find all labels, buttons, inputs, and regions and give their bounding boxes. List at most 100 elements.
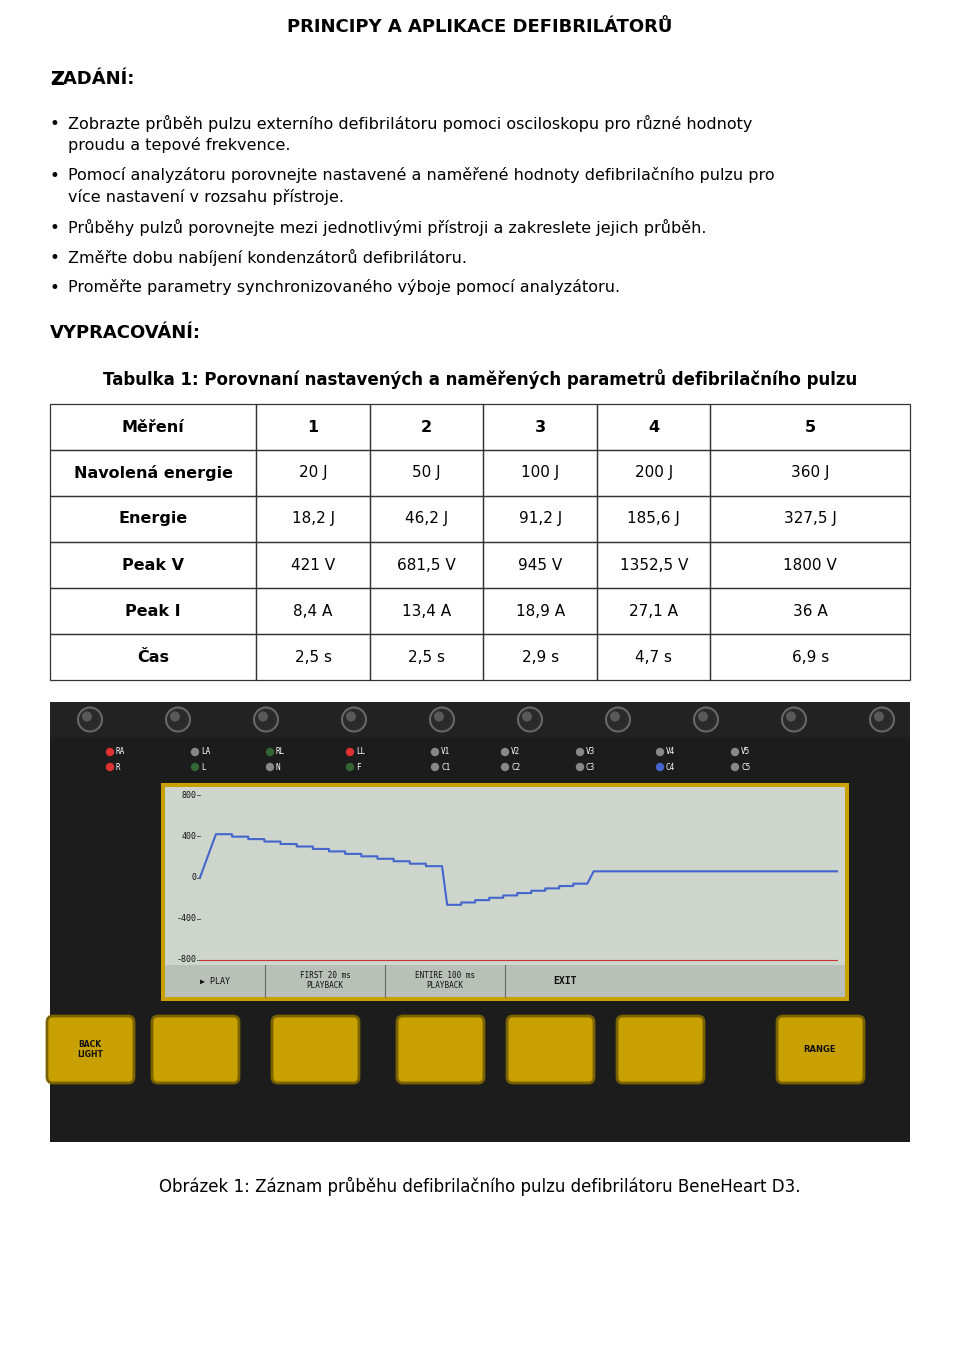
Circle shape xyxy=(786,712,796,721)
Text: VYPRACOVÁNÍ:: VYPRACOVÁNÍ: xyxy=(50,324,201,342)
Text: 2,9 s: 2,9 s xyxy=(521,650,559,665)
Text: 1800 V: 1800 V xyxy=(783,558,837,573)
Text: Proměřte parametry synchronizovaného výboje pomocí analyzátoru.: Proměřte parametry synchronizovaného výb… xyxy=(68,280,620,295)
Text: C4: C4 xyxy=(666,762,675,771)
Bar xyxy=(256,450,370,496)
Text: 100 J: 100 J xyxy=(521,466,560,481)
Text: L: L xyxy=(201,762,205,771)
FancyBboxPatch shape xyxy=(617,1016,704,1084)
Bar xyxy=(597,496,710,542)
Circle shape xyxy=(254,708,278,731)
Circle shape xyxy=(610,712,620,721)
Text: 2: 2 xyxy=(421,420,432,435)
Circle shape xyxy=(82,712,92,721)
Text: V3: V3 xyxy=(586,747,595,757)
Bar xyxy=(50,404,256,450)
Text: 185,6 J: 185,6 J xyxy=(627,512,680,527)
Bar xyxy=(50,450,256,496)
Text: FIRST 20 ms: FIRST 20 ms xyxy=(300,971,350,981)
Text: C2: C2 xyxy=(511,762,520,771)
Text: 2,5 s: 2,5 s xyxy=(295,650,331,665)
Circle shape xyxy=(782,708,806,731)
Text: 5: 5 xyxy=(804,420,816,435)
Bar xyxy=(50,588,256,634)
Circle shape xyxy=(78,708,102,731)
FancyBboxPatch shape xyxy=(397,1016,484,1084)
Bar xyxy=(50,634,256,680)
Text: F: F xyxy=(356,762,361,771)
Text: 4: 4 xyxy=(648,420,660,435)
Text: R: R xyxy=(116,762,121,771)
Text: 400: 400 xyxy=(182,832,197,840)
Text: 800: 800 xyxy=(182,790,197,800)
Circle shape xyxy=(518,708,542,731)
Text: Peak V: Peak V xyxy=(122,558,184,573)
Text: 27,1 A: 27,1 A xyxy=(629,604,678,619)
Text: 681,5 V: 681,5 V xyxy=(397,558,456,573)
Bar xyxy=(50,496,256,542)
Text: Zobrazte průběh pulzu externího defibrilátoru pomoci osciloskopu pro různé hodno: Zobrazte průběh pulzu externího defibril… xyxy=(68,115,753,132)
Bar xyxy=(50,703,910,1142)
Text: LA: LA xyxy=(201,747,210,757)
Text: C5: C5 xyxy=(741,762,751,771)
Bar xyxy=(710,404,910,450)
Circle shape xyxy=(577,748,584,755)
Text: C3: C3 xyxy=(586,762,595,771)
Text: Měření: Měření xyxy=(122,420,184,435)
Text: Změřte dobu nabíjení kondenzátorů defibrilátoru.: Změřte dobu nabíjení kondenzátorů defibr… xyxy=(68,249,467,266)
Circle shape xyxy=(732,763,738,770)
Bar xyxy=(50,542,256,588)
Text: 945 V: 945 V xyxy=(518,558,563,573)
Bar xyxy=(165,788,845,997)
Text: ENTIRE 100 ms: ENTIRE 100 ms xyxy=(415,971,475,981)
Text: LL: LL xyxy=(356,747,365,757)
Text: 327,5 J: 327,5 J xyxy=(783,512,837,527)
Bar xyxy=(256,634,370,680)
Bar xyxy=(256,588,370,634)
Text: C1: C1 xyxy=(441,762,450,771)
Bar xyxy=(484,404,597,450)
Bar xyxy=(484,588,597,634)
Bar xyxy=(597,588,710,634)
FancyBboxPatch shape xyxy=(47,1016,134,1084)
Text: Průběhy pulzů porovnejte mezi jednotlivými přístroji a zakreslete jejich průběh.: Průběhy pulzů porovnejte mezi jednotlivý… xyxy=(68,219,707,236)
Circle shape xyxy=(342,708,366,731)
Circle shape xyxy=(657,748,663,755)
Circle shape xyxy=(191,748,199,755)
Bar xyxy=(256,404,370,450)
Text: 0: 0 xyxy=(192,873,197,882)
Circle shape xyxy=(434,712,444,721)
Text: ▶ PLAY: ▶ PLAY xyxy=(200,977,230,985)
Circle shape xyxy=(107,748,113,755)
Text: PLAYBACK: PLAYBACK xyxy=(306,981,344,990)
Text: PRINCIPY A APLIKACE DEFIBRILÁTORŮ: PRINCIPY A APLIKACE DEFIBRILÁTORŮ xyxy=(287,18,673,36)
Text: V2: V2 xyxy=(511,747,520,757)
Circle shape xyxy=(430,708,454,731)
Circle shape xyxy=(191,763,199,770)
Circle shape xyxy=(431,748,439,755)
Text: -800: -800 xyxy=(177,955,197,965)
Bar xyxy=(50,703,910,738)
Text: RL: RL xyxy=(276,747,285,757)
Bar xyxy=(256,496,370,542)
Text: •: • xyxy=(50,115,60,132)
Circle shape xyxy=(258,712,268,721)
Text: 2,5 s: 2,5 s xyxy=(408,650,445,665)
Text: Z: Z xyxy=(50,70,64,89)
Circle shape xyxy=(501,748,509,755)
Text: Čas: Čas xyxy=(137,650,169,665)
Bar xyxy=(597,634,710,680)
Text: -400: -400 xyxy=(177,915,197,923)
Text: V1: V1 xyxy=(441,747,450,757)
Text: •: • xyxy=(50,249,60,267)
Bar xyxy=(710,634,910,680)
Text: 360 J: 360 J xyxy=(791,466,829,481)
Bar xyxy=(370,588,484,634)
Text: 50 J: 50 J xyxy=(413,466,441,481)
Bar xyxy=(710,588,910,634)
Text: 20 J: 20 J xyxy=(299,466,327,481)
Text: 1: 1 xyxy=(307,420,319,435)
Text: 1352,5 V: 1352,5 V xyxy=(619,558,688,573)
Bar xyxy=(597,450,710,496)
Text: •: • xyxy=(50,168,60,185)
